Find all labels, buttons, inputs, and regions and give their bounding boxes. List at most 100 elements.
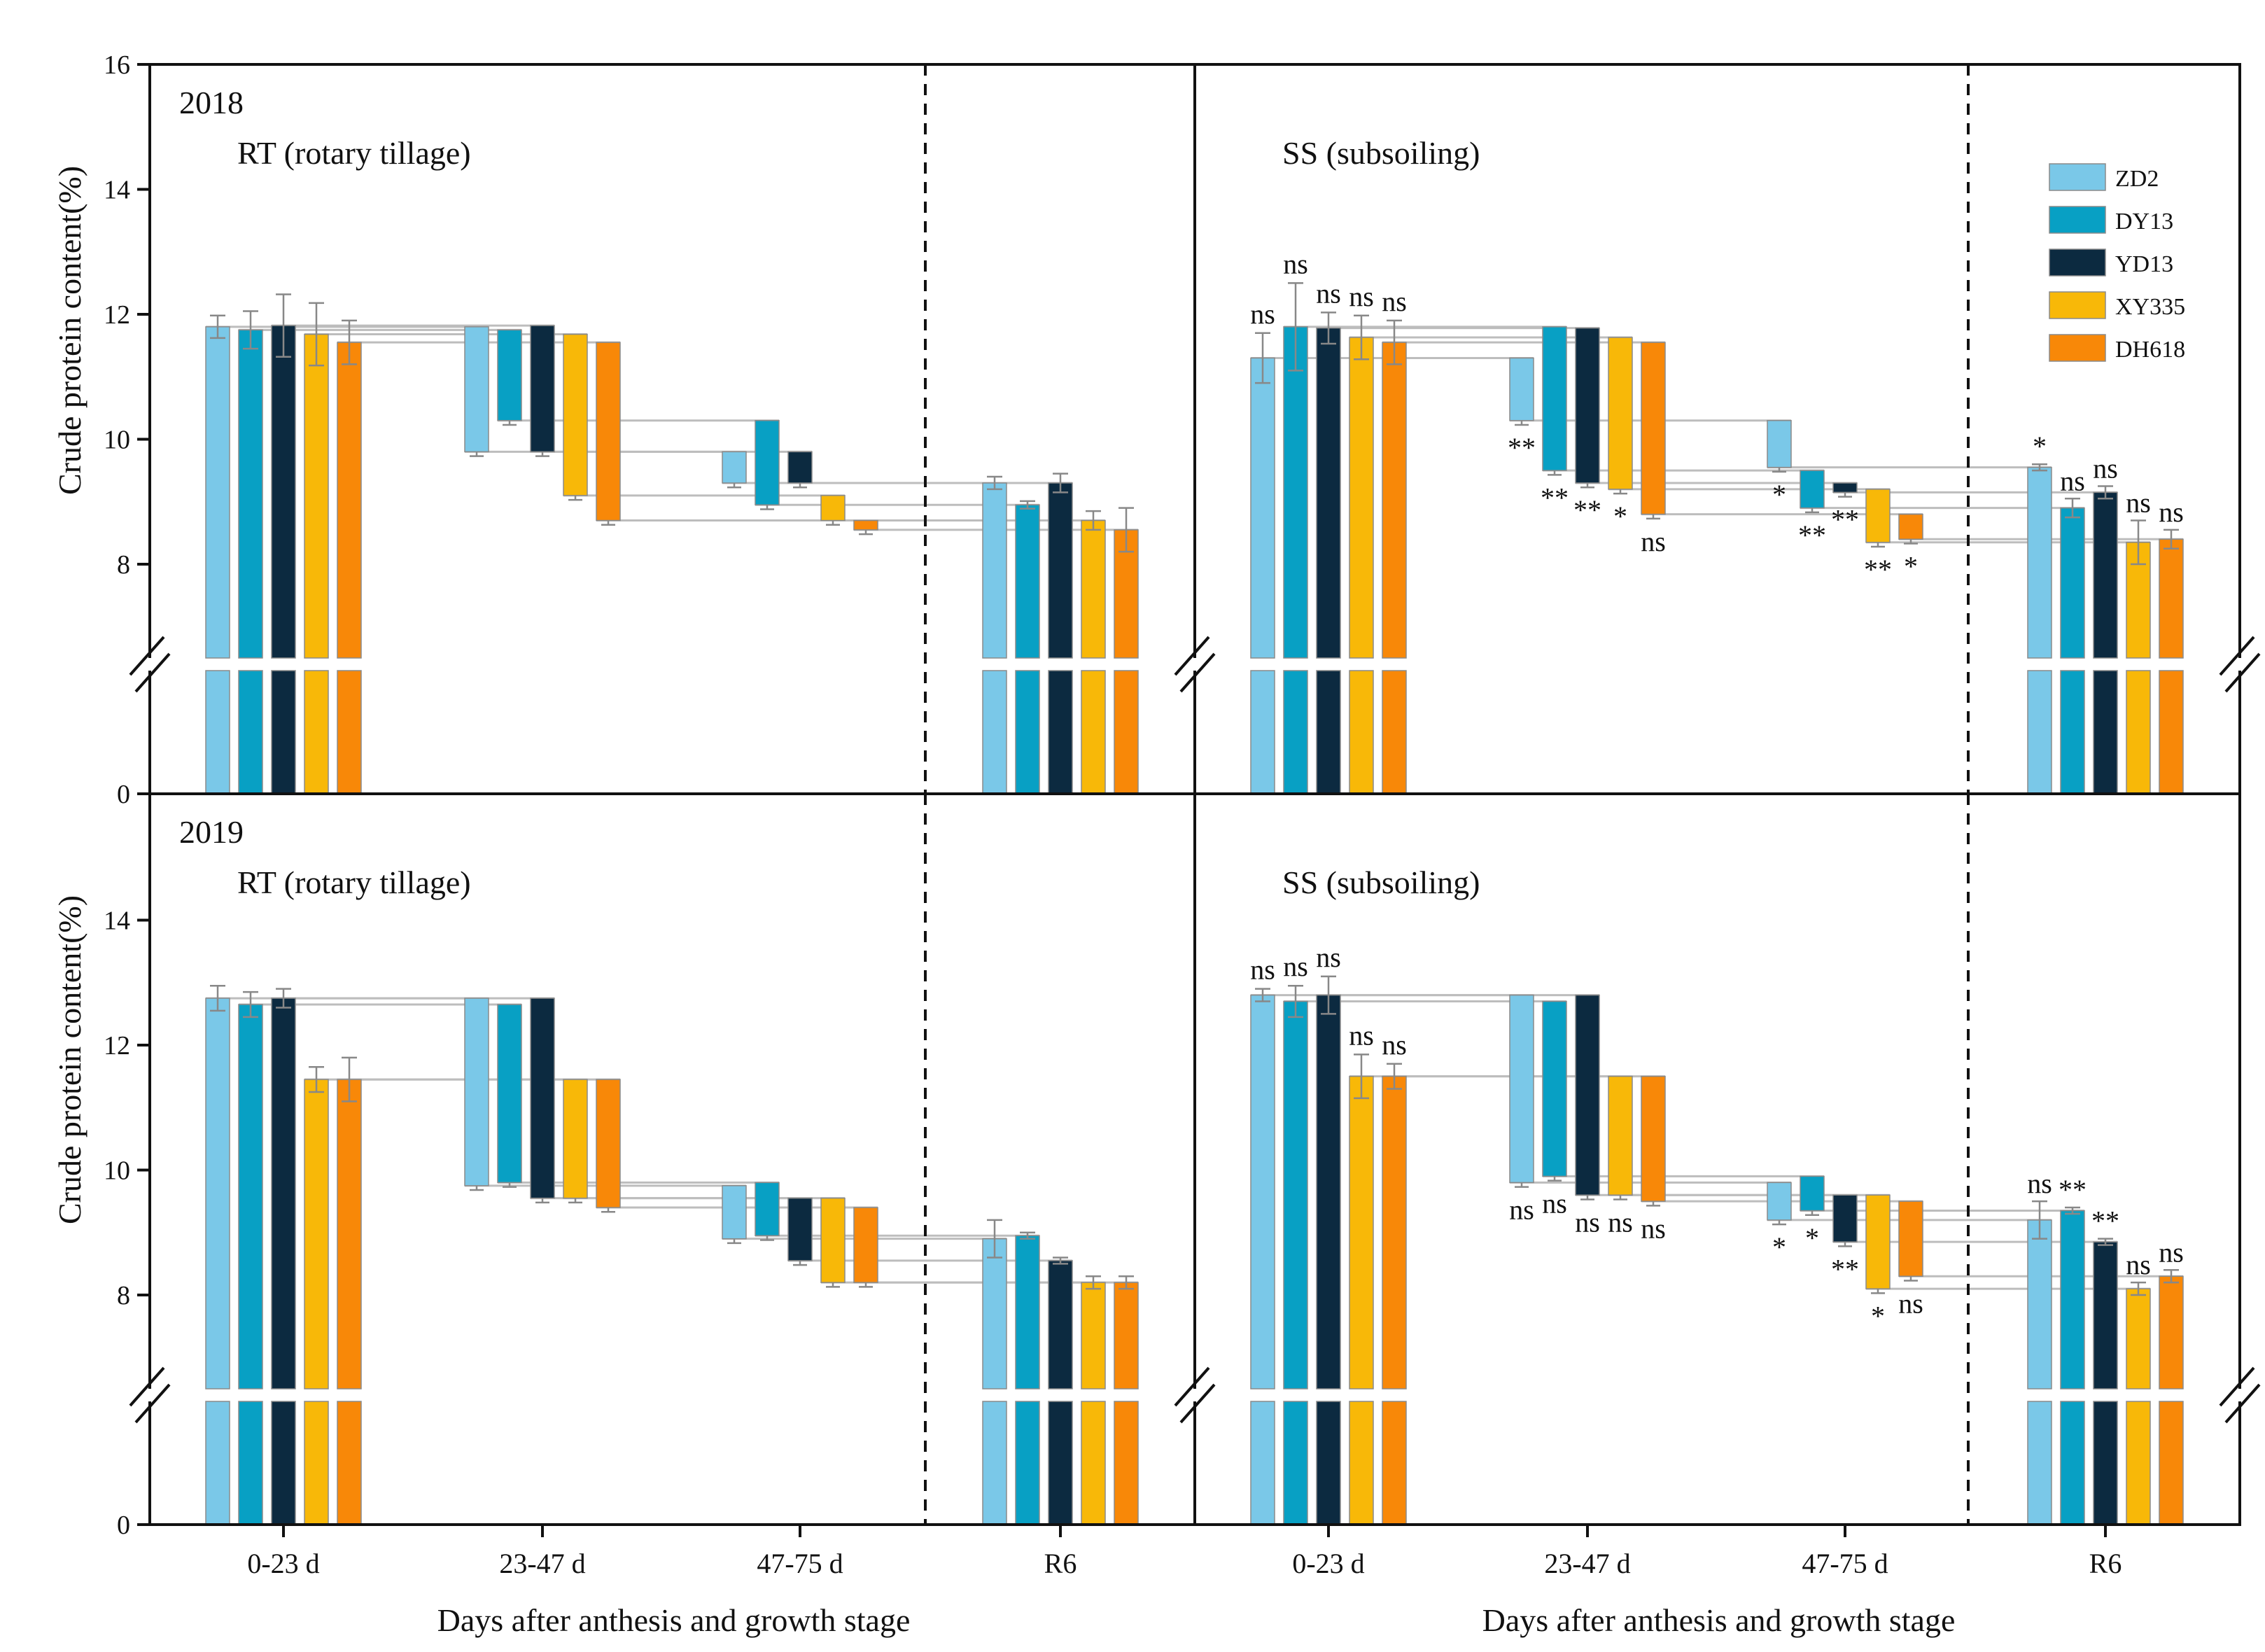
bar-stage1-DY13	[497, 1004, 522, 1184]
y-axis-label: Crude protein content(%)	[52, 895, 87, 1224]
bar-stage2-YD13	[787, 1197, 813, 1261]
axes-frame: 0 8 10 12 14 16 Crude protein content(%) 0 8 10 12…	[52, 50, 2261, 1638]
x-tick-label: 47-75 d	[1802, 1548, 1888, 1579]
significance-label: ns	[1641, 1212, 1666, 1244]
axis-break-gap	[1189, 1389, 1200, 1401]
bar-final-base-DH618	[2159, 670, 2184, 794]
bar-final-base-YD13	[2093, 1401, 2118, 1525]
x-tick-label: 23-47 d	[1544, 1548, 1630, 1579]
bar-stage1-XY335	[1608, 1075, 1633, 1196]
bar-stage1-ZD2	[1509, 357, 1534, 421]
bar-final-DH618	[1114, 1282, 1139, 1390]
bar-final-base-XY335	[2126, 670, 2151, 794]
bar-start-ZD2	[1250, 994, 1275, 1390]
bar-stage2-XY335	[820, 1197, 846, 1283]
significance-label: ns	[1641, 526, 1666, 557]
x-tick-label: R6	[2089, 1548, 2122, 1579]
bar-final-DH618	[2159, 1275, 2184, 1390]
bar-stage2-XY335	[1865, 1194, 1891, 1289]
significance-label: **	[2091, 1205, 2119, 1237]
significance-label: *	[1772, 1231, 1786, 1263]
bar-final-base-XY335	[1081, 670, 1106, 794]
x-tick-label: 47-75 d	[757, 1548, 843, 1579]
bar-final-base-YD13	[1048, 670, 1073, 794]
bar-stage2-ZD2	[722, 451, 747, 484]
bar-start-base-XY335	[1349, 670, 1374, 794]
x-tick-label: 0-23 d	[247, 1548, 319, 1579]
legend-swatch-ZD2	[2049, 163, 2106, 191]
axis-break-mark	[129, 636, 165, 676]
bar-stage2-DY13	[755, 1182, 780, 1236]
bar-stage2-XY335	[1865, 489, 1891, 543]
significance-label: **	[1831, 1253, 1859, 1284]
significance-label: ns	[2159, 496, 2184, 528]
significance-label: ns	[2027, 1168, 2052, 1199]
y-tick-label: 12	[104, 300, 130, 330]
axis-break-mark	[2224, 652, 2261, 693]
bar-start-XY335	[1349, 1075, 1374, 1390]
bar-stage2-YD13	[1832, 1194, 1858, 1242]
bar-stage2-ZD2	[1767, 1182, 1792, 1221]
significance-label: ns	[1283, 951, 1308, 982]
bar-stage1-ZD2	[464, 326, 489, 453]
significance-label: ns	[1575, 1206, 1600, 1238]
y-axis-label: Crude protein content(%)	[52, 166, 87, 495]
bar-final-base-XY335	[1081, 1401, 1106, 1525]
y-tick-label: 14	[104, 176, 130, 205]
y-tick-label: 12	[104, 1031, 130, 1060]
bar-stage2-DH618	[1898, 513, 1923, 540]
significance-label: ns	[1608, 1206, 1633, 1238]
significance-label: *	[1613, 500, 1627, 532]
bar-final-base-ZD2	[2027, 670, 2052, 794]
significance-label: **	[1864, 554, 1892, 585]
bar-final-base-ZD2	[982, 670, 1007, 794]
bar-start-YD13	[271, 997, 296, 1390]
bar-start-XY335	[304, 333, 329, 659]
axis-break-mark	[2224, 1383, 2261, 1424]
bar-start-base-YD13	[271, 1401, 296, 1525]
bar-stage1-YD13	[530, 325, 555, 453]
bar-start-base-DY13	[1283, 670, 1308, 794]
axis-break-gap	[2234, 1389, 2245, 1401]
axis-break-gap	[1189, 658, 1200, 671]
y-tick-label: 14	[104, 906, 130, 936]
significance-label: *	[1772, 479, 1786, 510]
bar-final-base-YD13	[2093, 670, 2118, 794]
bar-final-ZD2	[982, 482, 1007, 659]
bar-stage1-DY13	[497, 329, 522, 421]
bar-stage2-YD13	[1832, 482, 1858, 493]
legend: ZD2 DY13 YD13 XY335 DH618	[2049, 163, 2185, 363]
bar-start-base-DY13	[238, 670, 263, 794]
legend-label: ZD2	[2115, 166, 2159, 192]
significance-label: ns	[2126, 1249, 2151, 1280]
y-tick-label: 0	[117, 780, 130, 809]
bar-final-base-DH618	[1114, 670, 1139, 794]
panel-year: 2018	[179, 85, 244, 120]
panel-title: SS (subsoiling)	[1282, 135, 1480, 171]
bar-final-base-YD13	[1048, 1401, 1073, 1525]
significance-label: ns	[1283, 248, 1308, 279]
bar-final-XY335	[1081, 1282, 1106, 1390]
significance-label: ns	[1382, 1029, 1407, 1060]
bar-stage1-DH618	[1641, 1075, 1666, 1202]
bar-start-base-ZD2	[205, 1401, 230, 1525]
bar-stage2-YD13	[787, 451, 813, 484]
bar-final-YD13	[1048, 1260, 1073, 1390]
bar-stage2-ZD2	[1767, 419, 1792, 468]
bar-final-DY13	[2060, 1210, 2085, 1390]
bar-stage1-XY335	[563, 333, 588, 496]
bar-stage2-ZD2	[722, 1185, 747, 1240]
bar-start-base-DY13	[1283, 1401, 1308, 1525]
significance-label: *	[1871, 1300, 1885, 1331]
legend-label: DH618	[2115, 337, 2185, 363]
axis-break-mark	[1179, 652, 1216, 693]
bar-start-base-XY335	[1349, 1401, 1374, 1525]
bar-start-base-DH618	[1382, 1401, 1407, 1525]
significance-label: ns	[1250, 298, 1275, 330]
bar-start-XY335	[1349, 337, 1374, 659]
bar-start-YD13	[271, 325, 296, 659]
bar-start-base-YD13	[1316, 670, 1341, 794]
bar-start-base-DH618	[337, 670, 362, 794]
